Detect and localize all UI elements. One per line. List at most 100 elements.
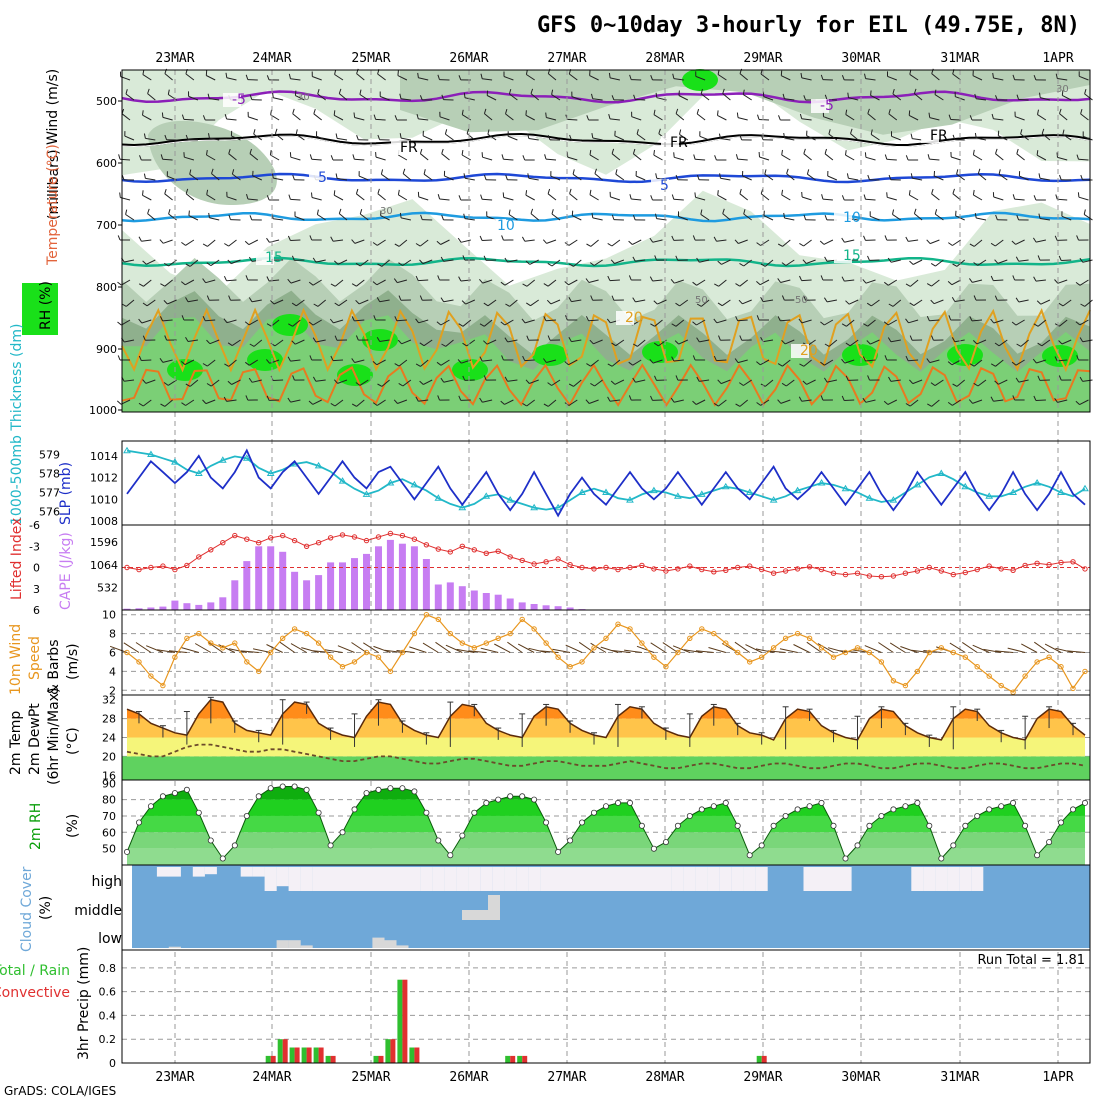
wind-barb-flag bbox=[756, 402, 761, 406]
wind10m-barb bbox=[565, 644, 583, 653]
wind-barb-shaft bbox=[870, 94, 880, 101]
rh2m-marker bbox=[567, 837, 574, 844]
li-marker bbox=[459, 543, 465, 549]
wind-barb-flag bbox=[547, 262, 553, 267]
wind-barb-shaft bbox=[758, 119, 770, 121]
wind-barb-shaft bbox=[867, 319, 876, 327]
wind-barb-flag bbox=[1061, 90, 1064, 96]
slp-tick: 1008 bbox=[90, 515, 118, 528]
wind-barb-flag bbox=[972, 189, 975, 195]
wind-barb-flag bbox=[572, 169, 575, 175]
rh2m-tick: 70 bbox=[102, 810, 116, 823]
wind-barb-flag bbox=[995, 95, 998, 101]
wind-barb-shaft bbox=[145, 177, 156, 181]
wind-barb-shaft bbox=[290, 359, 301, 362]
temp2m-tick: 32 bbox=[102, 694, 116, 707]
rh2m-marker bbox=[830, 822, 837, 829]
rh2m-marker bbox=[327, 842, 334, 849]
wind-barb-shaft bbox=[145, 137, 156, 141]
wind-barb-flag bbox=[164, 335, 168, 341]
wind-barb-shaft bbox=[995, 153, 1004, 161]
wind10m-barb bbox=[590, 642, 607, 653]
wind-barb-shaft bbox=[806, 379, 816, 385]
wind-barb-flag bbox=[1037, 375, 1041, 381]
contour-freezing-inner bbox=[121, 134, 1091, 148]
wind-barb-shaft bbox=[976, 98, 987, 101]
cloud-high-gap bbox=[839, 867, 852, 891]
wind-barb-flag bbox=[160, 403, 166, 407]
wind-barb-flag bbox=[244, 321, 250, 326]
rh2m-marker bbox=[603, 803, 610, 810]
cloud-high-label: high bbox=[91, 874, 122, 890]
date-label-top: 25MAR bbox=[351, 51, 390, 66]
wind10m-barb bbox=[1067, 650, 1086, 653]
wind10m-marker bbox=[723, 640, 729, 646]
wind-barb-flag bbox=[206, 295, 210, 301]
precip-convective-bar bbox=[294, 1047, 300, 1063]
cape-bar bbox=[351, 558, 358, 610]
wind10m-marker bbox=[196, 630, 202, 637]
wind-barb-flag bbox=[905, 403, 911, 407]
wind-barb-shaft bbox=[146, 299, 156, 307]
cloud-high-gap bbox=[659, 867, 672, 891]
wind10m-barb bbox=[435, 641, 451, 653]
wind-barb-flag bbox=[248, 377, 253, 383]
wind-barb-flag bbox=[734, 239, 739, 244]
wind-barb-flag bbox=[501, 235, 504, 241]
wind-barb-flag bbox=[542, 358, 547, 363]
wind-barb-flag bbox=[591, 212, 594, 218]
wind-barb-shaft bbox=[445, 133, 454, 141]
wind-barb-flag bbox=[266, 75, 270, 81]
wind-barb-flag bbox=[781, 262, 787, 266]
contour-label-bg bbox=[309, 171, 327, 185]
wind-barb-flag bbox=[121, 175, 125, 181]
wind-barb-shaft bbox=[162, 319, 173, 322]
wind-barb-flag bbox=[995, 148, 998, 154]
wind-barb-flag bbox=[974, 213, 977, 219]
wind-barb-flag bbox=[947, 361, 953, 366]
wind-barb-flag bbox=[397, 189, 400, 195]
wind-barb-shaft bbox=[1041, 133, 1051, 141]
precip-convective-bar bbox=[414, 1047, 420, 1063]
wind-barb-shaft bbox=[550, 175, 561, 181]
cloud-middle-patch bbox=[462, 910, 498, 920]
wind-barb-shaft bbox=[381, 173, 390, 181]
wind-barb-flag bbox=[164, 262, 169, 267]
wind-barb-shaft bbox=[334, 399, 344, 407]
li-marker bbox=[471, 547, 477, 553]
wind-barb-flag bbox=[930, 299, 935, 305]
wind-barb-flag bbox=[292, 108, 295, 114]
rh2m-marker bbox=[159, 793, 166, 800]
wind10m-marker bbox=[603, 635, 609, 641]
wind-barb-shaft bbox=[334, 74, 344, 81]
wind-barb-shaft bbox=[292, 319, 301, 327]
wind-barb-flag bbox=[351, 358, 356, 363]
wind-barb-flag bbox=[841, 323, 847, 327]
rh2m-marker bbox=[375, 786, 382, 793]
cloud-high-gap bbox=[480, 867, 493, 891]
wind-barb-shaft bbox=[439, 116, 450, 121]
wind-barb-shaft bbox=[294, 216, 305, 221]
wind-barb-flag bbox=[991, 113, 994, 119]
date-label-bottom: 28MAR bbox=[645, 1070, 684, 1085]
wind-barb-flag bbox=[266, 276, 270, 282]
temperature-label: Temperature (°C) bbox=[45, 144, 61, 266]
wind-barb-flag bbox=[1076, 154, 1079, 160]
wind-barb-shaft bbox=[934, 175, 944, 181]
wind-barb-flag bbox=[163, 382, 169, 386]
wind10m-marker bbox=[1046, 654, 1052, 660]
contour-pos15 bbox=[121, 256, 1091, 268]
rh2m-marker bbox=[591, 809, 598, 816]
wind10m-barb bbox=[779, 648, 798, 653]
wind-barb-flag bbox=[632, 297, 636, 303]
wind-barb-shaft bbox=[125, 93, 135, 101]
wind-barb-flag bbox=[738, 299, 743, 305]
wind-barb-shaft bbox=[652, 239, 663, 243]
wind-barb-flag bbox=[1012, 74, 1016, 80]
wind-barb-shaft bbox=[678, 215, 688, 221]
rh2m-marker bbox=[183, 786, 190, 793]
wind-barb-flag bbox=[934, 89, 937, 95]
lifted-index-label: Lifted Index bbox=[9, 518, 25, 600]
wind-barb-flag bbox=[317, 89, 320, 95]
wind-barb-flag bbox=[735, 403, 741, 407]
